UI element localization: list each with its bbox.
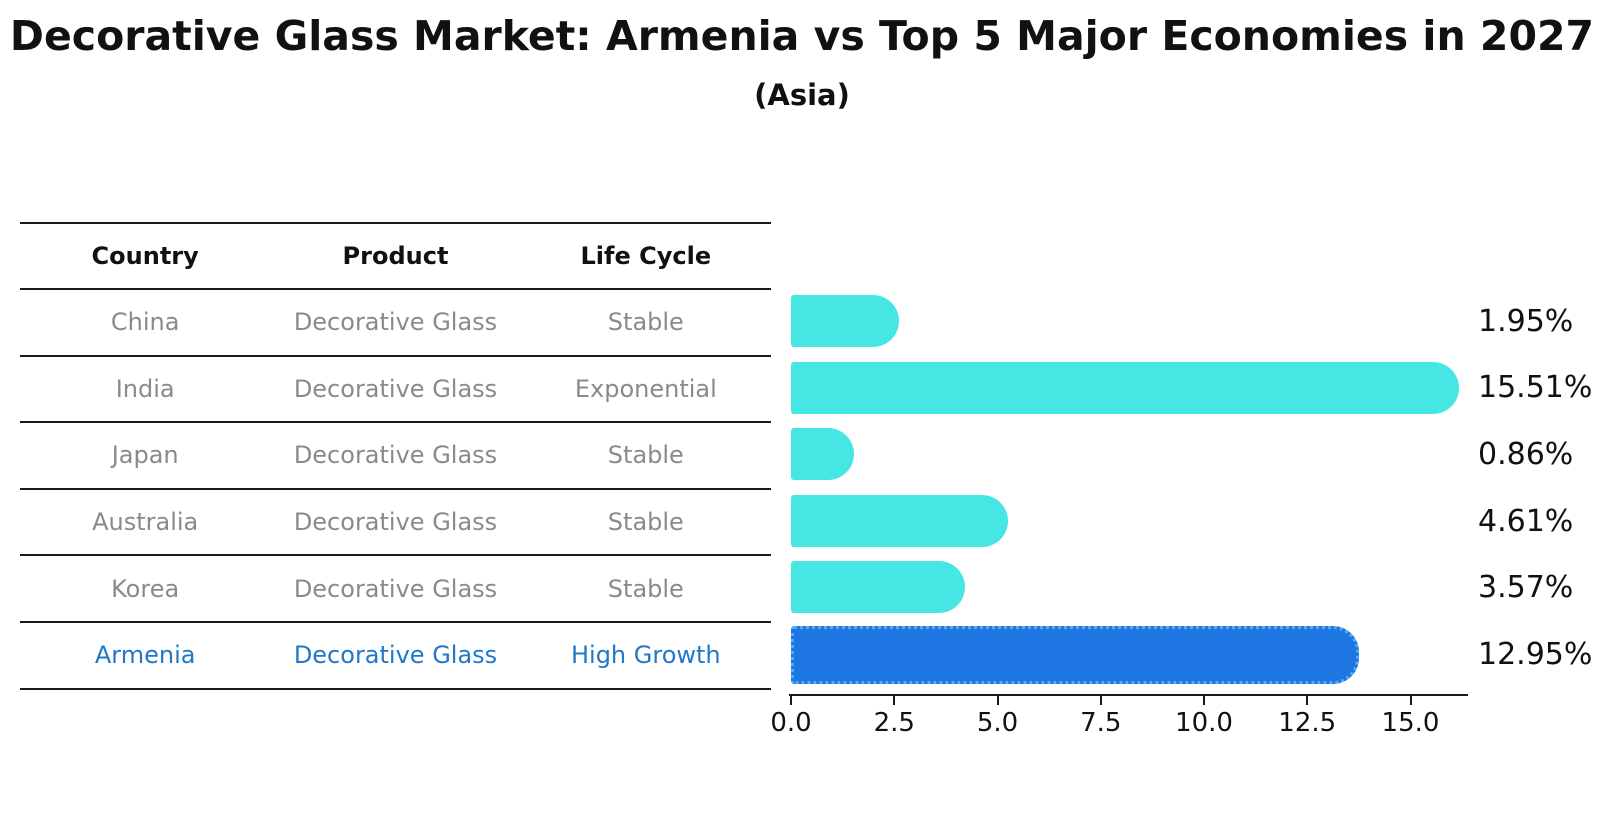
cell-life-cycle: Exponential (574, 374, 717, 403)
x-tick-label: 0.0 (770, 708, 812, 738)
cell-product: Decorative Glass (293, 308, 498, 337)
cell-country: Armenia (94, 641, 196, 670)
column-header-country: Country (91, 242, 199, 270)
table-row-india: India Decorative Glass Exponential (20, 357, 771, 424)
cell-product: Decorative Glass (293, 641, 498, 670)
bar-plot-area (791, 288, 1481, 688)
value-label-china: 1.95% (1478, 303, 1574, 339)
bar-australia (791, 494, 1009, 547)
value-label-australia: 4.61% (1478, 503, 1574, 539)
x-axis-ticks: 0.0 2.5 5.0 7.5 10.0 12.5 15.0 (770, 696, 1470, 756)
cell-country: China (110, 308, 180, 337)
table-body: China Decorative Glass Stable India Decorati… (20, 290, 771, 690)
value-label-column: 1.95% 15.51% 0.86% 4.61% 3.57% 12.95% (1478, 288, 1604, 688)
value-label-japan: 0.86% (1478, 436, 1574, 472)
bar-japan (791, 428, 854, 481)
x-tick-mark (893, 696, 896, 705)
x-tick-mark (1306, 696, 1309, 705)
value-label-korea: 3.57% (1478, 570, 1574, 606)
bar-row-india (791, 355, 1481, 422)
chart-subtitle: (Asia) (754, 78, 850, 112)
x-tick-mark (1099, 696, 1102, 705)
table-header-row: Country Product Life Cycle (20, 222, 771, 290)
cell-life-cycle: Stable (607, 574, 684, 603)
bar-china (791, 295, 899, 347)
column-header-product: Product (342, 242, 449, 270)
bar-armenia (791, 625, 1359, 684)
bar-row-australia (791, 488, 1481, 555)
x-tick-label: 5.0 (976, 708, 1019, 738)
cell-life-cycle: High Growth (570, 641, 721, 670)
table-row-japan: Japan Decorative Glass Stable (20, 423, 771, 490)
bar-row-armenia (791, 621, 1481, 688)
x-tick-label: 12.5 (1278, 708, 1337, 738)
value-label-armenia: 12.95% (1478, 636, 1593, 672)
cell-product: Decorative Glass (293, 441, 498, 470)
table-row-china: China Decorative Glass Stable (20, 290, 771, 357)
x-tick-label: 2.5 (873, 708, 915, 738)
comparison-table: Country Product Life Cycle China Decorati… (20, 222, 771, 690)
bar-korea (791, 561, 966, 614)
cell-product: Decorative Glass (293, 374, 498, 403)
cell-life-cycle: Stable (607, 441, 684, 470)
cell-country: Korea (111, 574, 180, 603)
cell-product: Decorative Glass (293, 508, 498, 537)
cell-country: Australia (92, 508, 199, 537)
chart-title: Decorative Glass Market: Armenia vs Top … (9, 12, 1595, 60)
x-tick-label: 15.0 (1381, 708, 1440, 738)
bar-india (791, 361, 1459, 414)
cell-product: Decorative Glass (293, 574, 498, 603)
cell-life-cycle: Stable (607, 508, 684, 537)
bar-row-korea (791, 554, 1481, 621)
column-header-life-cycle: Life Cycle (580, 242, 712, 270)
x-tick-mark (1409, 696, 1412, 705)
table-row-australia: Australia Decorative Glass Stable (20, 490, 771, 557)
bar-row-japan (791, 421, 1481, 488)
value-label-india: 15.51% (1478, 370, 1593, 406)
x-axis-line (789, 694, 1468, 696)
table-row-armenia: Armenia Decorative Glass High Growth (20, 623, 771, 690)
x-tick-label: 10.0 (1175, 708, 1233, 738)
cell-country: Japan (111, 441, 179, 470)
x-tick-mark (790, 696, 792, 705)
x-tick-mark (1203, 696, 1205, 705)
cell-country: India (115, 374, 175, 403)
bar-row-china (791, 288, 1481, 355)
x-tick-mark (996, 696, 999, 705)
x-tick-label: 7.5 (1080, 708, 1122, 738)
table-row-korea: Korea Decorative Glass Stable (20, 556, 771, 623)
cell-life-cycle: Stable (607, 308, 684, 337)
